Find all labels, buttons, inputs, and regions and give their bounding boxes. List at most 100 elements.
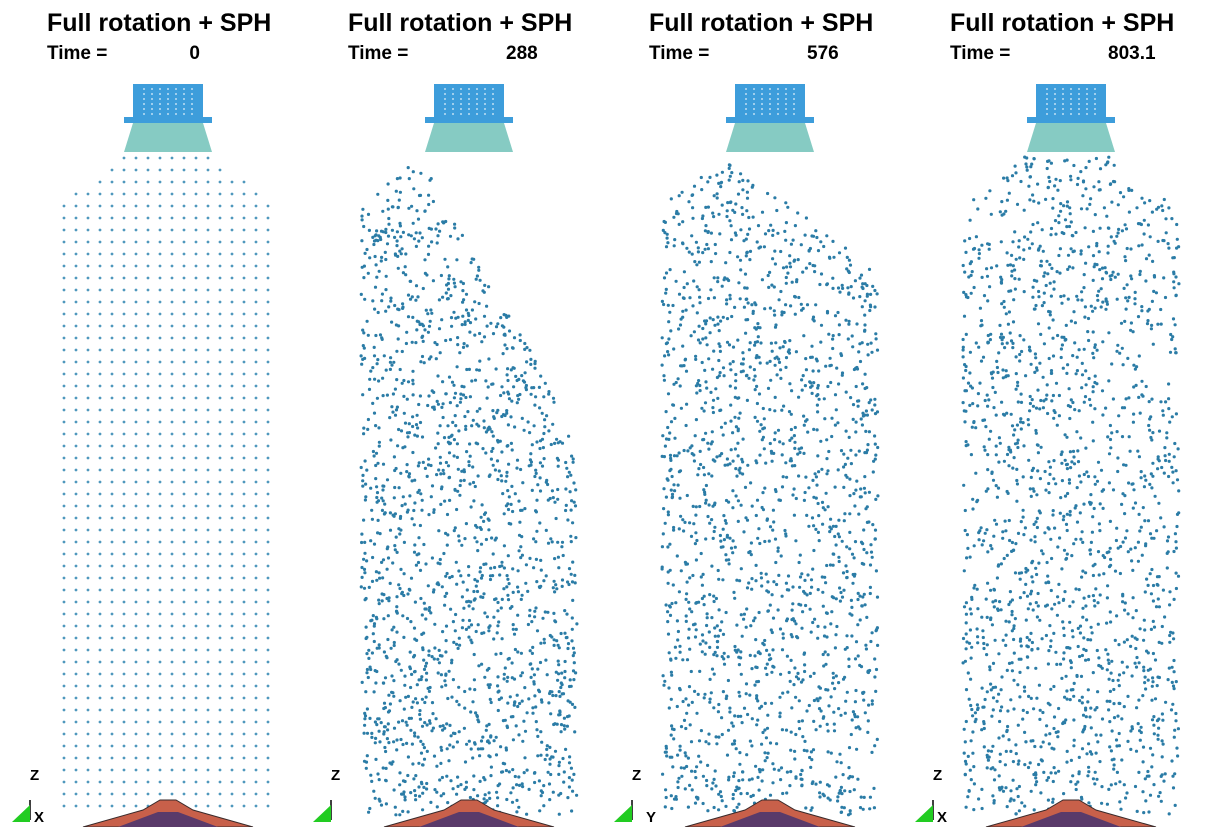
- particle: [1112, 271, 1115, 274]
- particle: [549, 537, 552, 540]
- particle: [707, 297, 710, 300]
- particle: [123, 217, 126, 220]
- particle: [1054, 178, 1057, 181]
- particle: [423, 721, 426, 724]
- particle: [717, 569, 720, 572]
- particle: [571, 561, 574, 564]
- particle: [761, 491, 764, 494]
- cap-neck: [726, 123, 814, 152]
- particle: [468, 482, 471, 485]
- particle: [803, 592, 806, 595]
- particle: [391, 691, 394, 694]
- particle: [682, 700, 685, 703]
- particle: [496, 804, 499, 807]
- particle: [797, 603, 800, 606]
- particle: [503, 544, 506, 547]
- particle: [512, 628, 515, 631]
- particle: [243, 529, 246, 532]
- particle: [685, 614, 688, 617]
- particle: [422, 324, 425, 327]
- particle: [373, 543, 376, 546]
- particle: [691, 788, 694, 791]
- particle: [769, 741, 772, 744]
- particle: [183, 241, 186, 244]
- particle: [195, 613, 198, 616]
- particle: [825, 457, 828, 460]
- particle: [1030, 648, 1033, 651]
- particle: [801, 389, 804, 392]
- particle: [873, 675, 876, 678]
- particle: [496, 684, 499, 687]
- particle: [195, 661, 198, 664]
- particle: [75, 433, 78, 436]
- particle: [363, 298, 366, 301]
- particle: [99, 661, 102, 664]
- particle: [825, 635, 828, 638]
- particle: [362, 225, 365, 228]
- particle: [363, 568, 366, 571]
- particle: [733, 714, 736, 717]
- particle: [374, 720, 377, 723]
- particle: [519, 674, 522, 677]
- particle: [856, 623, 859, 626]
- particle: [737, 691, 740, 694]
- particle: [99, 757, 102, 760]
- particle: [474, 711, 477, 714]
- particle: [147, 337, 150, 340]
- particle: [728, 707, 731, 710]
- particle: [376, 462, 379, 465]
- particle: [704, 740, 707, 743]
- particle: [219, 517, 222, 520]
- particle: [767, 286, 770, 289]
- particle: [777, 769, 780, 772]
- particle: [672, 483, 675, 486]
- particle: [859, 618, 862, 621]
- particle: [99, 361, 102, 364]
- particle: [207, 685, 210, 688]
- particle: [695, 539, 698, 542]
- particle: [728, 343, 731, 346]
- particle: [1167, 550, 1170, 553]
- particle: [705, 624, 708, 627]
- particle: [391, 229, 394, 232]
- particle: [781, 595, 784, 598]
- particle: [873, 806, 876, 809]
- particle: [520, 374, 523, 377]
- particle: [463, 690, 466, 693]
- particle: [159, 649, 162, 652]
- particle: [682, 529, 685, 532]
- particle: [861, 423, 864, 426]
- particle: [844, 712, 847, 715]
- particle: [415, 209, 418, 212]
- particle: [267, 421, 270, 424]
- particle: [475, 540, 478, 543]
- particle: [392, 392, 395, 395]
- particle: [842, 453, 845, 456]
- particle: [394, 388, 397, 391]
- particle: [517, 590, 520, 593]
- particle: [774, 262, 777, 265]
- particle: [99, 217, 102, 220]
- particle: [812, 748, 815, 751]
- particle: [386, 568, 389, 571]
- particle: [219, 481, 222, 484]
- particle: [195, 409, 198, 412]
- particle: [219, 601, 222, 604]
- particle: [243, 505, 246, 508]
- particle: [219, 433, 222, 436]
- particle: [63, 541, 66, 544]
- particle: [463, 342, 466, 345]
- particle: [865, 647, 868, 650]
- particle: [820, 272, 823, 275]
- particle: [207, 565, 210, 568]
- particle: [531, 667, 534, 670]
- particle: [87, 745, 90, 748]
- particle: [715, 742, 718, 745]
- particle: [702, 573, 705, 576]
- particle: [1001, 368, 1004, 371]
- particle: [396, 444, 399, 447]
- particle: [393, 486, 396, 489]
- particle: [1069, 212, 1072, 215]
- particle: [385, 802, 388, 805]
- particle: [694, 770, 697, 773]
